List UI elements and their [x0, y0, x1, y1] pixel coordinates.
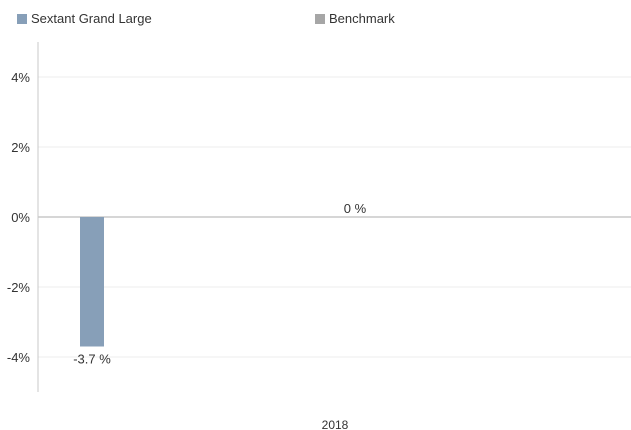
- data-label: -3.7 %: [73, 352, 111, 367]
- legend-swatch-series-1: [17, 13, 27, 24]
- legend-label-series-1: Sextant Grand Large: [31, 11, 152, 26]
- y-tick-label: 2%: [11, 140, 30, 155]
- bar-series-1: [80, 217, 104, 347]
- y-tick-label: 4%: [11, 70, 30, 85]
- y-tick-label: -2%: [7, 280, 31, 295]
- legend-item-series-1[interactable]: Sextant Grand Large: [17, 11, 152, 26]
- legend-swatch-series-2: [315, 13, 325, 24]
- y-tick-label: -4%: [7, 350, 31, 365]
- y-tick-label: 0%: [11, 210, 30, 225]
- legend-label-series-2: Benchmark: [329, 11, 395, 26]
- data-label: 0 %: [344, 201, 367, 216]
- x-tick-label: 2018: [322, 418, 349, 430]
- legend-item-series-2[interactable]: Benchmark: [315, 11, 395, 26]
